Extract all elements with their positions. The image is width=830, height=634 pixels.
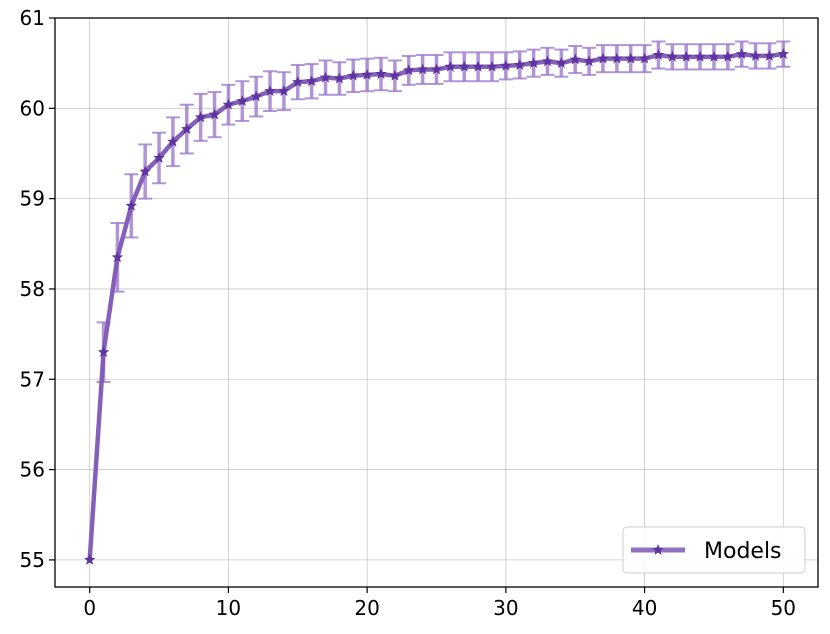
data-point (486, 60, 498, 72)
legend-star-icon (652, 544, 664, 555)
data-point (292, 76, 304, 87)
data-point (430, 63, 443, 75)
data-point (722, 50, 734, 62)
data-point (167, 135, 179, 147)
data-point (375, 68, 387, 79)
data-point (444, 60, 457, 72)
data-point (389, 69, 401, 81)
x-tick-label: 10 (216, 596, 241, 620)
data-point (222, 98, 235, 110)
data-point (569, 53, 581, 65)
y-tick-label: 57 (20, 367, 45, 391)
data-point (680, 50, 692, 62)
data-point (153, 151, 165, 163)
x-tick-label: 50 (771, 596, 796, 620)
data-point (638, 52, 651, 64)
data-point (777, 48, 790, 59)
data-point (514, 58, 526, 70)
data-point (694, 50, 706, 62)
x-tick-label: 40 (632, 596, 657, 620)
data-point (735, 48, 748, 59)
data-point (278, 85, 290, 97)
data-point (500, 59, 512, 71)
data-point (208, 108, 221, 120)
data-point (527, 57, 540, 69)
data-point (541, 55, 554, 67)
x-axis-ticks: 0 10 20 30 40 50 (83, 587, 796, 620)
data-point (361, 68, 373, 80)
data-point (652, 49, 665, 60)
data-point (666, 50, 679, 62)
data-point (139, 165, 151, 177)
data-point (236, 95, 248, 106)
y-tick-label: 61 (20, 6, 45, 30)
series-markers (83, 48, 790, 565)
x-tick-label: 20 (354, 596, 379, 620)
data-point (555, 57, 568, 69)
data-point (749, 49, 762, 61)
data-point (472, 60, 484, 72)
y-tick-label: 59 (20, 187, 45, 211)
legend-frame (622, 526, 806, 574)
data-point (83, 553, 96, 565)
data-point (611, 52, 623, 64)
data-point (347, 69, 359, 81)
legend-label-models: Models (704, 539, 782, 564)
y-tick-label: 60 (20, 96, 45, 120)
data-point (625, 52, 637, 64)
data-point (97, 346, 110, 358)
y-tick-label: 58 (20, 277, 45, 301)
data-point (458, 60, 470, 72)
x-tick-label: 30 (493, 596, 518, 620)
x-tick-label: 0 (83, 596, 96, 620)
data-point (194, 111, 207, 123)
legend: Models (622, 526, 806, 574)
data-point (181, 123, 193, 134)
y-axis-ticks: 55 56 57 58 59 60 61 (20, 6, 55, 572)
data-point (583, 55, 595, 67)
data-point (264, 85, 276, 97)
data-point (403, 64, 415, 76)
data-point (416, 63, 429, 75)
data-point (319, 71, 332, 83)
y-tick-label: 55 (20, 548, 45, 572)
data-point (250, 90, 262, 102)
data-point (708, 50, 720, 62)
data-point (305, 75, 318, 87)
y-tick-label: 56 (20, 458, 45, 482)
data-point (111, 251, 124, 263)
data-point (597, 52, 609, 64)
data-point (763, 49, 776, 61)
grid (55, 17, 818, 587)
plot-frame (54, 17, 819, 588)
data-point (125, 199, 138, 211)
data-point (333, 72, 346, 84)
